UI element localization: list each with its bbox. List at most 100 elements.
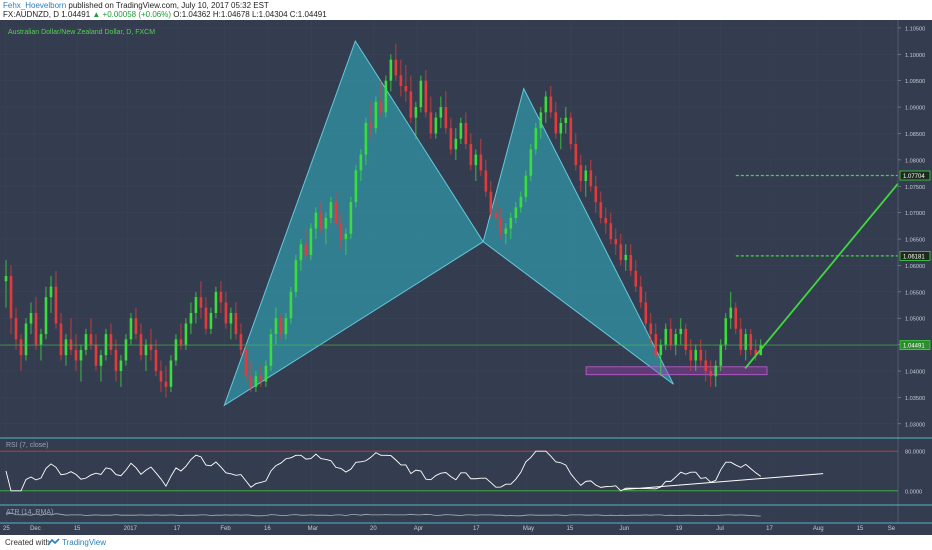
candle — [539, 107, 543, 139]
candle-body — [584, 170, 588, 181]
candle — [489, 180, 493, 218]
candle-body — [119, 360, 123, 372]
candle — [229, 307, 233, 340]
candle-body — [749, 334, 753, 350]
candle — [599, 191, 603, 224]
candle-body — [299, 244, 303, 261]
candle — [649, 312, 653, 345]
price-tick-label: 1.06500 — [905, 238, 925, 244]
potential-reversal-zone — [585, 366, 768, 376]
candle-body — [434, 117, 438, 134]
candle-body — [634, 270, 638, 287]
candle-body — [559, 122, 563, 134]
candle — [484, 159, 488, 197]
candle — [734, 302, 738, 335]
candle — [34, 297, 38, 350]
candle — [714, 360, 718, 387]
chart-area[interactable]: 1.10500 1.10000 1.09500 1.09000 1.08500 1.080… — [0, 20, 932, 535]
candle-body — [114, 349, 118, 372]
rsi-tick-label: 80.0000 — [905, 450, 925, 456]
candle-body — [574, 144, 578, 166]
candle-body — [289, 291, 293, 319]
candle-body — [649, 323, 653, 335]
candle-body — [394, 59, 398, 76]
candle-body — [484, 170, 488, 192]
candle — [699, 339, 703, 366]
author-link[interactable]: Fehx_Hoevelborn — [3, 1, 67, 10]
time-tick-label: 25 — [3, 526, 10, 532]
candle — [739, 318, 743, 356]
candle-body — [704, 360, 708, 372]
pattern-triangle-xab — [223, 39, 484, 407]
candle-body — [69, 339, 73, 350]
time-axis[interactable]: 25 Dec 15 2017 17 Feb 16 Mar 20 Apr 17 May 15 Jun 19 Ju… — [3, 526, 896, 532]
candle-body — [249, 376, 253, 387]
price-tick-label: 1.10000 — [905, 53, 925, 59]
candle — [434, 112, 438, 139]
time-tick-label: 15 — [567, 526, 574, 532]
candle-body — [334, 202, 338, 224]
time-tick-label: Feb — [220, 526, 231, 532]
candle — [589, 159, 593, 192]
candle — [499, 207, 503, 240]
price-label-box — [899, 250, 931, 261]
candle-body — [519, 196, 523, 208]
candle-body — [729, 307, 733, 319]
candle-body — [19, 339, 23, 356]
time-tick-label: Se — [888, 526, 896, 532]
rsi-trendline — [623, 473, 824, 490]
candle — [309, 223, 313, 261]
candle-body — [469, 144, 473, 166]
time-tick-label: 20 — [370, 526, 377, 532]
candle — [684, 323, 688, 356]
tradingview-logo-icon — [47, 538, 60, 546]
tradingview-link[interactable]: TradingView — [62, 538, 107, 547]
candle — [659, 339, 663, 377]
candle — [104, 328, 108, 361]
candle — [574, 133, 578, 171]
candle — [559, 117, 563, 150]
candle — [454, 128, 458, 160]
footer: Created with TradingView — [0, 535, 932, 550]
candle-body — [84, 334, 88, 350]
candle — [344, 228, 348, 255]
candle-body — [234, 312, 238, 335]
candle-body — [504, 228, 508, 234]
candle — [14, 307, 18, 350]
candle-body — [684, 328, 688, 350]
candle — [284, 312, 288, 340]
candle — [549, 85, 553, 118]
candle-body — [314, 212, 318, 229]
candle-body — [74, 349, 78, 361]
candle-body — [679, 328, 683, 335]
candle — [674, 328, 678, 356]
candle-body — [49, 286, 53, 298]
candle-body — [194, 297, 198, 313]
candle-body — [254, 376, 258, 387]
candle — [389, 54, 393, 92]
candle-body — [744, 334, 748, 350]
candle-body — [104, 334, 108, 356]
candle — [374, 96, 378, 134]
reversal-zone-box — [585, 366, 768, 376]
candle — [214, 286, 218, 319]
candle-body — [379, 101, 383, 113]
candle — [464, 112, 468, 150]
candle-body — [494, 212, 498, 218]
candle — [289, 286, 293, 324]
candle-body — [99, 355, 103, 366]
candle-body — [689, 349, 693, 361]
candle-body — [619, 244, 623, 261]
candle-body — [229, 312, 233, 324]
candle — [234, 302, 238, 340]
candle — [9, 265, 13, 335]
candle — [259, 365, 263, 387]
candle-body — [654, 334, 658, 356]
candle-body — [244, 349, 248, 377]
candle-body — [174, 339, 178, 361]
price-tick-label: 1.09500 — [905, 79, 925, 85]
price-axis[interactable]: 1.10500 1.10000 1.09500 1.09000 1.08500 1.080… — [897, 20, 931, 523]
candle — [409, 75, 413, 123]
candle-body — [409, 91, 413, 118]
candle-body — [344, 233, 348, 240]
